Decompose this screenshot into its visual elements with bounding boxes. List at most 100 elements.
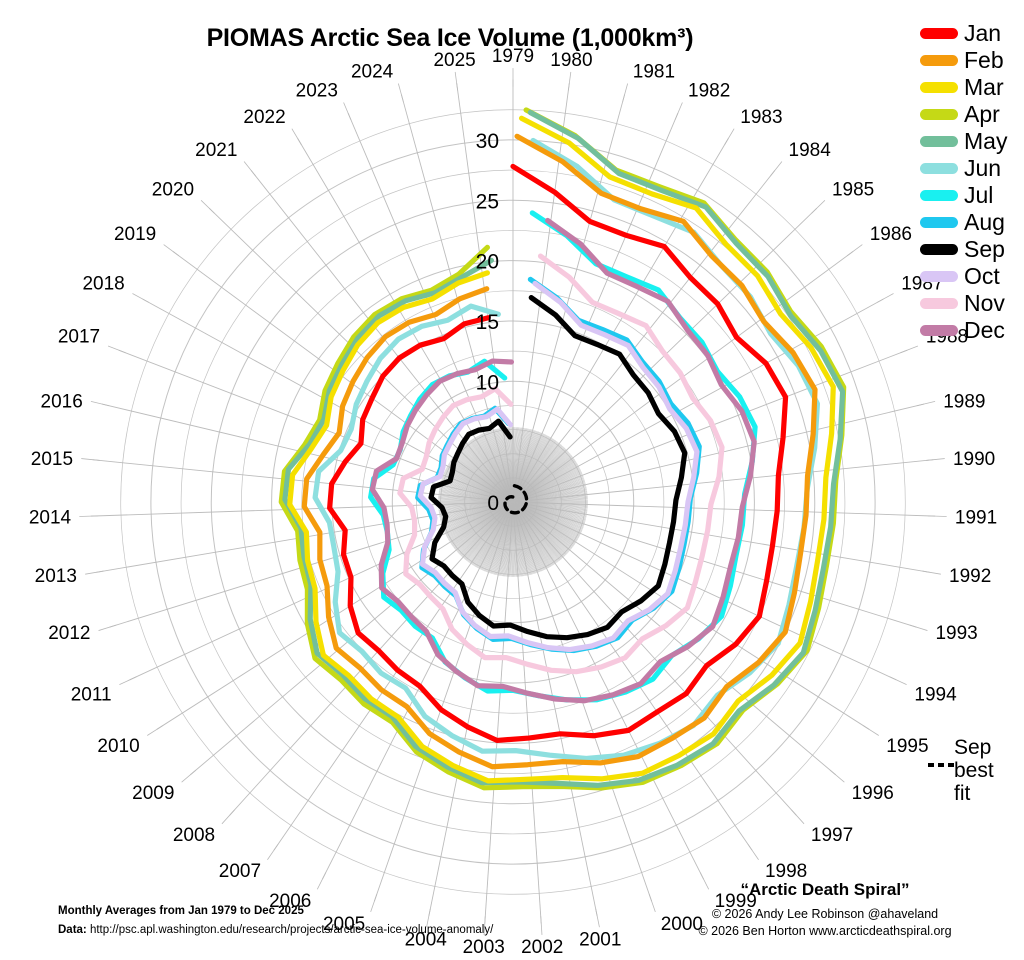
year-label-2024: 2024 bbox=[351, 61, 394, 82]
year-label-1993: 1993 bbox=[935, 623, 977, 644]
year-label-2006: 2006 bbox=[269, 891, 311, 912]
rtick-label-20: 20 bbox=[476, 251, 499, 274]
series-line-dec bbox=[369, 217, 757, 704]
year-label-1980: 1980 bbox=[550, 50, 592, 71]
averages-caption: Monthly Averages from Jan 1979 to Dec 20… bbox=[58, 905, 304, 917]
year-label-2016: 2016 bbox=[41, 391, 83, 412]
year-label-2008: 2008 bbox=[173, 825, 215, 846]
year-label-2025: 2025 bbox=[433, 50, 475, 71]
year-label-2022: 2022 bbox=[243, 107, 285, 128]
legend-swatch-jan bbox=[920, 28, 958, 39]
year-label-2007: 2007 bbox=[219, 861, 261, 882]
year-label-1984: 1984 bbox=[789, 140, 832, 161]
year-label-2011: 2011 bbox=[71, 684, 112, 705]
year-label-2003: 2003 bbox=[463, 937, 505, 958]
series-line-apr bbox=[278, 107, 847, 791]
legend-label-jul: Jul bbox=[964, 182, 994, 208]
year-label-2010: 2010 bbox=[97, 736, 139, 757]
year-label-1979: 1979 bbox=[492, 46, 534, 67]
legend-label-feb: Feb bbox=[964, 47, 1004, 73]
legend-label-apr: Apr bbox=[964, 101, 1000, 127]
sep-best-fit-label: Sep best fit bbox=[954, 736, 994, 805]
legend-label-dec: Dec bbox=[964, 317, 1005, 343]
year-label-2019: 2019 bbox=[114, 224, 156, 245]
year-label-1983: 1983 bbox=[740, 107, 782, 128]
year-label-2017: 2017 bbox=[58, 327, 100, 348]
year-label-1994: 1994 bbox=[914, 684, 957, 705]
legend-item-dec[interactable]: Dec bbox=[920, 317, 1024, 344]
year-label-1991: 1991 bbox=[955, 508, 997, 529]
polar-grid bbox=[79, 68, 947, 935]
year-label-1985: 1985 bbox=[832, 179, 874, 200]
legend-swatch-dec bbox=[920, 325, 958, 336]
year-label-1986: 1986 bbox=[870, 224, 912, 245]
year-label-1996: 1996 bbox=[852, 783, 894, 804]
legend-item-feb[interactable]: Feb bbox=[920, 47, 1024, 74]
series-line-nov bbox=[397, 253, 725, 675]
year-label-2009: 2009 bbox=[132, 783, 174, 804]
year-label-2012: 2012 bbox=[48, 623, 90, 644]
legend-item-apr[interactable]: Apr bbox=[920, 101, 1024, 128]
series-sep-best-fit bbox=[503, 484, 529, 515]
copyright-robinson: © 2026 Andy Lee Robinson @ahaveland bbox=[711, 907, 939, 921]
year-label-2018: 2018 bbox=[82, 273, 124, 294]
legend-swatch-sep bbox=[920, 244, 958, 255]
year-label-2021: 2021 bbox=[195, 140, 237, 161]
radial-tick-labels: 0 10 15 20 25 30 bbox=[476, 130, 499, 515]
legend-item-aug[interactable]: Aug bbox=[920, 209, 1024, 236]
data-label: Data: bbox=[58, 924, 87, 936]
year-label-2013: 2013 bbox=[35, 566, 77, 587]
year-label-2015: 2015 bbox=[31, 449, 73, 470]
year-label-2002: 2002 bbox=[521, 937, 563, 958]
bestfit-line3: fit bbox=[954, 782, 971, 805]
legend-swatch-aug bbox=[920, 217, 958, 228]
year-label-1995: 1995 bbox=[886, 736, 928, 757]
series-line-jun bbox=[312, 137, 821, 762]
series-lines bbox=[278, 107, 847, 791]
legend-item-sep[interactable]: Sep bbox=[920, 236, 1024, 263]
year-label-2005: 2005 bbox=[323, 914, 365, 935]
legend-item-oct[interactable]: Oct bbox=[920, 263, 1024, 290]
legend-item-nov[interactable]: Nov bbox=[920, 290, 1024, 317]
legend-item-mar[interactable]: Mar bbox=[920, 74, 1024, 101]
data-url: http://psc.apl.washington.edu/research/p… bbox=[89, 924, 494, 936]
series-line-mar bbox=[287, 115, 836, 784]
copyright-horton: © 2026 Ben Horton www.arcticdeathspiral.… bbox=[698, 924, 952, 938]
series-line-sep bbox=[428, 295, 688, 641]
legend-swatch-oct bbox=[920, 271, 958, 282]
legend-swatch-mar bbox=[920, 82, 958, 93]
year-label-2023: 2023 bbox=[296, 81, 338, 102]
legend: Jan Feb Mar Apr May Jun Jul Aug Sep Oct Nov Dec bbox=[920, 20, 1024, 344]
footer-left: Monthly Averages from Jan 1979 to Dec 20… bbox=[58, 905, 493, 936]
year-label-1981: 1981 bbox=[633, 61, 675, 82]
rtick-label-10: 10 bbox=[476, 371, 499, 394]
series-line-feb bbox=[301, 133, 818, 770]
data-source-line: Data: http://psc.apl.washington.edu/rese… bbox=[58, 924, 493, 936]
legend-swatch-jun bbox=[920, 163, 958, 174]
rtick-label-15: 15 bbox=[476, 311, 499, 334]
year-label-1992: 1992 bbox=[949, 566, 991, 587]
legend-label-mar: Mar bbox=[964, 74, 1004, 100]
year-label-1982: 1982 bbox=[688, 81, 730, 102]
bestfit-line2: best bbox=[954, 759, 994, 782]
footer-right: “Arctic Death Spiral” © 2026 Andy Lee Ro… bbox=[640, 880, 1010, 940]
year-label-2014: 2014 bbox=[29, 508, 72, 529]
year-labels: 1979 198019811982198319841985198619871988… bbox=[29, 46, 997, 958]
year-label-2000: 2000 bbox=[661, 914, 703, 935]
legend-item-jul[interactable]: Jul bbox=[920, 182, 1024, 209]
spiral-title: “Arctic Death Spiral” bbox=[740, 880, 910, 899]
sep-best-fit-note: Sep best fit bbox=[928, 736, 1024, 805]
legend-label-aug: Aug bbox=[964, 209, 1005, 235]
legend-swatch-feb bbox=[920, 55, 958, 66]
page-title: PIOMAS Arctic Sea Ice Volume (1,000km³) bbox=[206, 24, 694, 52]
legend-item-jun[interactable]: Jun bbox=[920, 155, 1024, 182]
year-label-1989: 1989 bbox=[943, 391, 985, 412]
series-line-jan bbox=[327, 163, 789, 744]
legend-label-oct: Oct bbox=[964, 263, 1000, 289]
year-label-1990: 1990 bbox=[953, 449, 995, 470]
legend-item-jan[interactable]: Jan bbox=[920, 20, 1024, 47]
legend-item-may[interactable]: May bbox=[920, 128, 1024, 155]
rtick-label-30: 30 bbox=[476, 130, 499, 153]
legend-swatch-nov bbox=[920, 298, 958, 309]
